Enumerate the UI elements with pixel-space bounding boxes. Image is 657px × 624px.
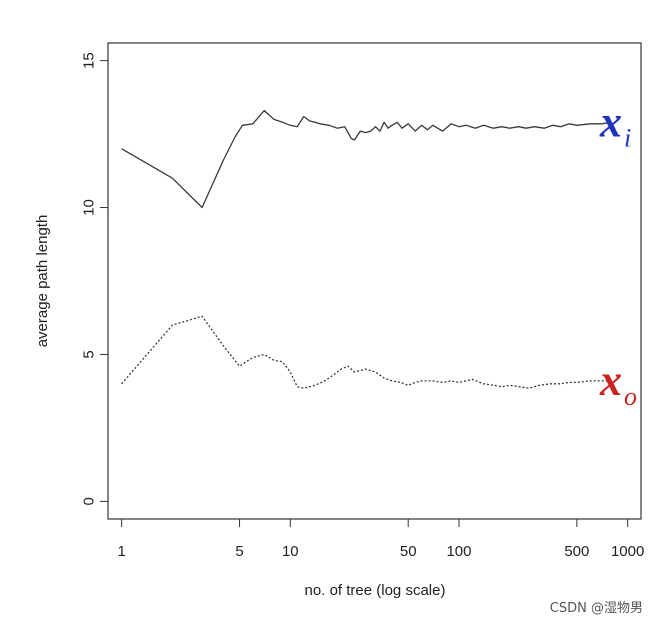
series-layer (121, 109, 612, 389)
x-tick-label: 50 (400, 543, 417, 560)
watermark: CSDN @湿物男 (549, 601, 643, 616)
y-tick-label: 10 (80, 199, 97, 216)
series-labels: xi xo (599, 97, 637, 411)
y-axis: 0 5 10 15 (80, 52, 108, 506)
x-tick-label: 100 (446, 543, 471, 560)
series-label-xo: xo (599, 356, 637, 411)
x-axis: 1 5 10 50 100 500 1000 (117, 519, 644, 560)
series-line-xo (121, 315, 612, 389)
x-tick-label: 1 (117, 543, 125, 560)
x-tick-label: 500 (564, 543, 589, 560)
y-tick-label: 5 (80, 350, 97, 358)
series-line-xi (121, 109, 612, 209)
y-axis-title: average path length (34, 215, 51, 348)
plot-frame (107, 42, 642, 520)
x-tick-label: 1000 (611, 543, 644, 560)
y-tick-label: 0 (80, 497, 97, 505)
y-tick-label: 15 (80, 52, 97, 69)
series-label-xi: xi (599, 97, 631, 152)
x-tick-label: 5 (235, 543, 243, 560)
x-tick-label: 10 (282, 543, 299, 560)
x-axis-title: no. of tree (log scale) (305, 582, 446, 599)
